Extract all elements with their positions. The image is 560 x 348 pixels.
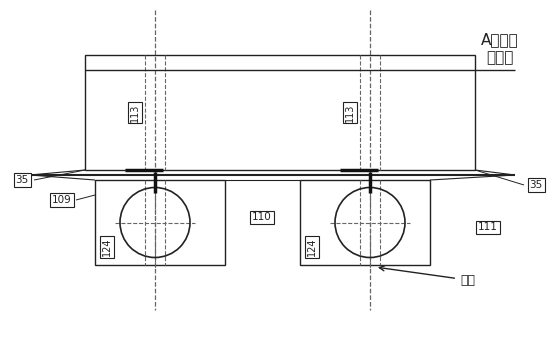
Text: 124: 124 [102,238,112,256]
Text: 111: 111 [478,222,498,232]
Text: 35: 35 [529,180,543,190]
Text: 110: 110 [252,213,272,222]
Text: 光顶紧: 光顶紧 [486,50,514,65]
Text: 坡口: 坡口 [379,266,475,286]
Text: A平面磨: A平面磨 [481,32,519,47]
Bar [95,180,225,265]
Text: 35: 35 [15,175,29,185]
Text: 124: 124 [307,238,317,256]
Text: 113: 113 [130,103,140,122]
Bar [85,55,475,170]
Text: 109: 109 [52,195,72,205]
Text: 113: 113 [345,103,355,122]
Bar [300,180,430,265]
